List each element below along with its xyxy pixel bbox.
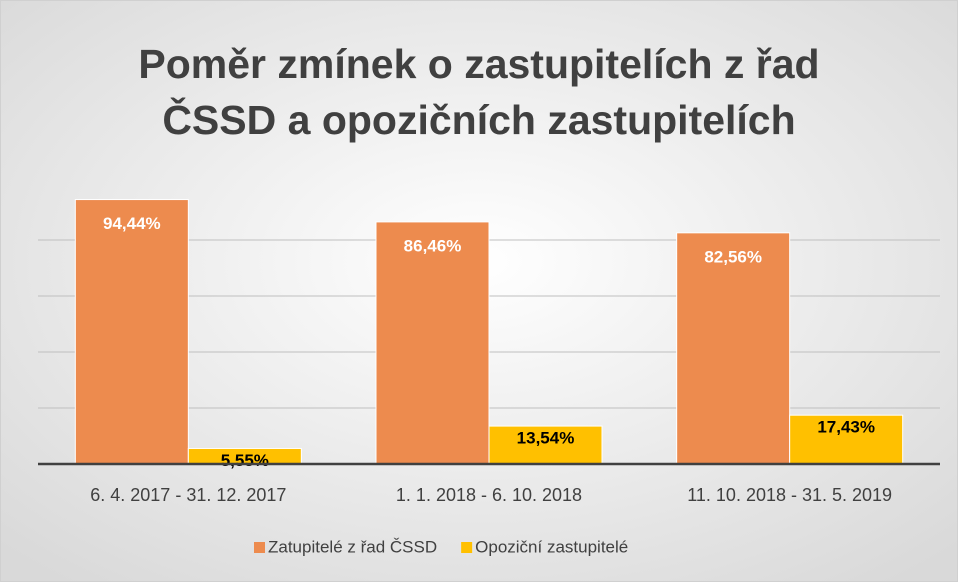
bar [789,414,904,465]
bar [375,221,490,465]
data-label: 86,46% [404,236,462,255]
legend-swatch [461,542,473,553]
x-tick-label: 11. 10. 2018 - 31. 5. 2019 [687,485,892,505]
data-label: 17,43% [817,418,875,437]
legend-label: Zatupitelé z řad ČSSD [268,537,437,556]
legend-swatch [254,542,265,553]
data-label: 13,54% [517,429,575,448]
data-label: 5,55% [221,451,269,470]
bar [676,232,791,465]
x-tick-label: 1. 1. 2018 - 6. 10. 2018 [396,485,582,505]
chart-title: Poměr zmínek o zastupitelích z řad ČSSD … [138,41,820,143]
data-label: 82,56% [704,247,762,266]
data-label: 94,44% [103,214,161,233]
legend-label: Opoziční zastupitelé [475,537,628,556]
bar [74,199,189,465]
x-tick-label: 6. 4. 2017 - 31. 12. 2017 [90,485,286,505]
